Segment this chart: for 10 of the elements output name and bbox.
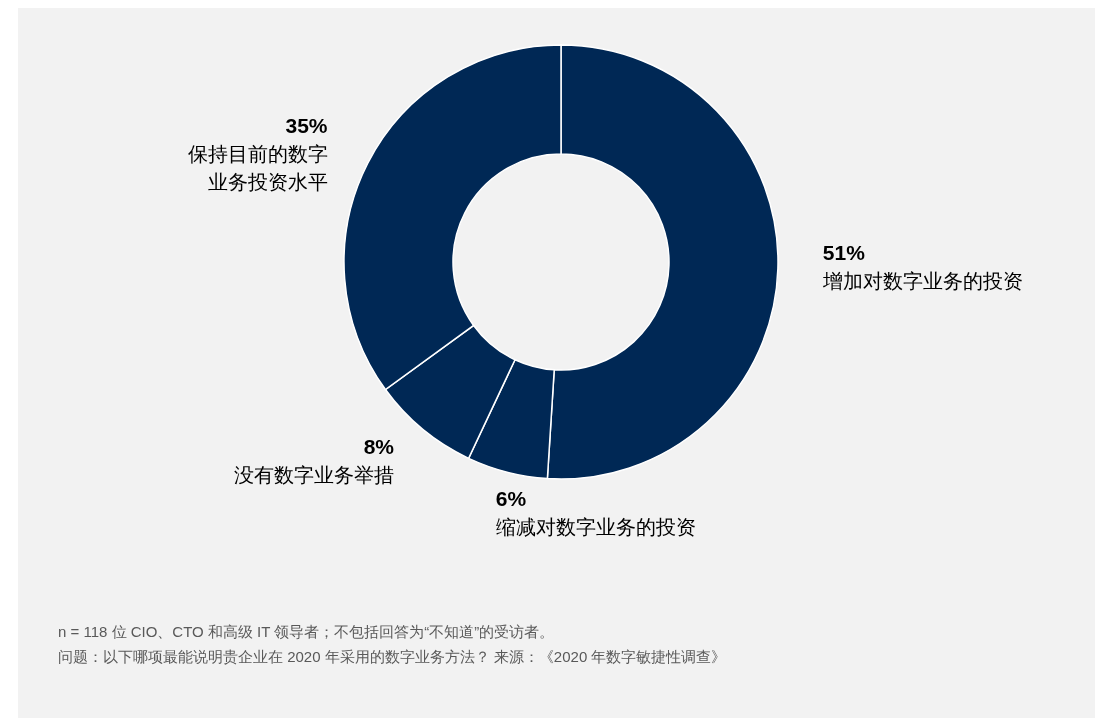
- data-label: 51%: [822, 241, 866, 265]
- data-label: 8%: [363, 434, 395, 458]
- data-label: 6%: [495, 486, 527, 510]
- text: n = 118 位 CIO、CTO 和高级 IT 领导者；不包括回答为“不知道”的受访者。: [58, 623, 555, 640]
- slice-label: 保持目前的数字业务投资水平: [187, 143, 328, 194]
- slice-label: 缩减对数字业务的投资: [495, 515, 696, 538]
- slice-label: 增加对数字业务的投资: [821, 270, 1023, 293]
- text: 问题：以下哪项最能说明贵企业在 2020 年采用的数字业务方法？ 来源：《2020 年数字敏捷性调查》: [58, 648, 727, 665]
- data-label: 35%: [285, 114, 328, 138]
- slice-label: 没有数字业务举措: [233, 463, 394, 486]
